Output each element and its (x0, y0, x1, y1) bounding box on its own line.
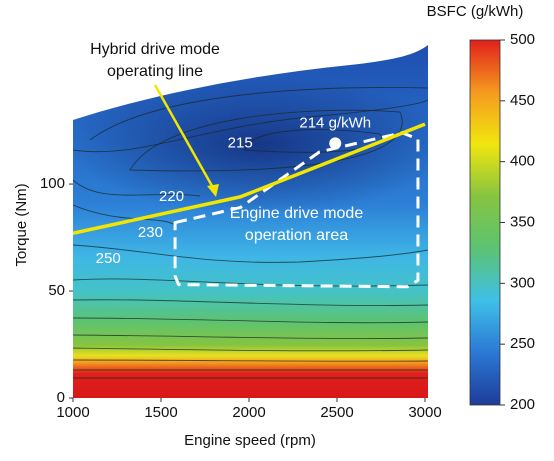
colorbar-tick-label: 200 (510, 396, 535, 413)
engine-area-label: operation area (245, 227, 348, 244)
contour-label: 220 (159, 188, 184, 205)
annotation-arrow (153, 84, 218, 194)
colorbar-tick-label: 450 (510, 92, 535, 109)
x-tick-label: 1000 (56, 404, 89, 421)
x-tick-label: 1500 (144, 404, 177, 421)
x-tick-label: 3000 (408, 404, 441, 421)
colorbar-tick-label: 350 (510, 213, 535, 230)
arrow-head (207, 184, 219, 197)
min-bsfc-point (329, 137, 342, 150)
colorbar (469, 39, 501, 406)
y-tick-label: 100 (40, 175, 65, 192)
x-axis-label: Engine speed (rpm) (184, 432, 316, 449)
colorbar-tick-label: 500 (510, 31, 535, 48)
contour-label: 230 (138, 224, 163, 241)
y-axis-label: Torque (Nm) (13, 183, 30, 266)
colorbar-tick-label: 250 (510, 335, 535, 352)
y-tick-label: 50 (48, 282, 65, 299)
hybrid-annotation: operating line (107, 63, 203, 80)
contour-label: 215 (228, 134, 253, 151)
x-tick-label: 2500 (320, 404, 353, 421)
operating-line (72, 122, 426, 235)
colorbar-title: BSFC (g/kWh) (427, 3, 524, 20)
contour-label: 250 (96, 250, 121, 267)
engine-area-label: Engine drive mode (230, 205, 364, 222)
colorbar-tick-label: 300 (510, 274, 535, 291)
colorbar-tick-label: 400 (510, 153, 535, 170)
min-bsfc-label: 214 g/kWh (299, 114, 371, 131)
x-tick-label: 2000 (232, 404, 265, 421)
y-tick-label: 0 (57, 389, 65, 406)
hybrid-annotation: Hybrid drive mode (90, 41, 220, 58)
